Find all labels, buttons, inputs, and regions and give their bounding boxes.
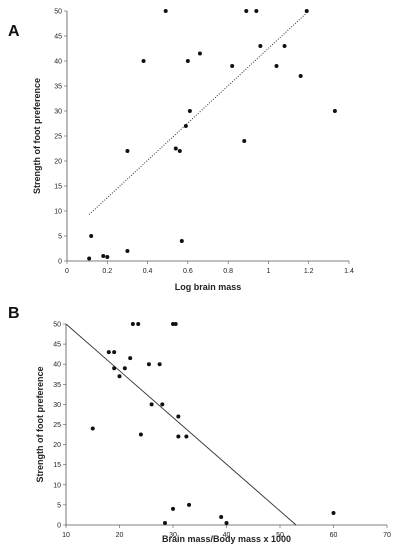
data-point bbox=[254, 9, 259, 13]
data-point bbox=[162, 520, 167, 525]
data-point bbox=[274, 64, 279, 68]
y-tick-label: 50 bbox=[54, 9, 62, 16]
x-tick-label: 60 bbox=[330, 532, 338, 539]
data-point bbox=[128, 356, 133, 361]
data-point bbox=[163, 9, 168, 13]
data-point bbox=[171, 506, 175, 511]
data-point bbox=[177, 149, 182, 153]
chart-panel-b: 0 5 10 15 20 25 30 35 40 45 50 10 20 30 40 50 60 70 Brain … bbox=[35, 322, 391, 545]
x-tick-label: 70 bbox=[383, 532, 391, 539]
y-tick-label: 30 bbox=[54, 109, 62, 116]
data-point bbox=[282, 44, 287, 48]
x-tick-label: 0 bbox=[65, 268, 69, 275]
data-point bbox=[90, 426, 95, 431]
data-point bbox=[112, 350, 117, 355]
data-point bbox=[125, 249, 130, 253]
data-point bbox=[105, 255, 110, 259]
y-tick-label: 20 bbox=[54, 159, 62, 166]
data-point bbox=[230, 64, 235, 68]
data-point bbox=[224, 520, 229, 525]
y-tick-label: 0 bbox=[58, 259, 62, 266]
y-tick-label: 45 bbox=[53, 342, 61, 349]
data-point bbox=[187, 502, 192, 507]
y-tick-label: 0 bbox=[57, 523, 61, 530]
panel-letter-a: A bbox=[8, 23, 20, 40]
y-tick-label: 25 bbox=[54, 134, 62, 141]
x-tick-label: 30 bbox=[169, 532, 177, 539]
data-point bbox=[160, 402, 165, 407]
trend-line bbox=[65, 323, 297, 526]
trend-line bbox=[88, 10, 310, 215]
x-tick-label: 10 bbox=[62, 532, 70, 539]
data-point bbox=[179, 239, 184, 243]
data-point bbox=[122, 366, 127, 371]
x-tick-label: 50 bbox=[276, 532, 284, 539]
data-point bbox=[101, 254, 106, 258]
data-point bbox=[87, 256, 92, 261]
y-tick-label: 20 bbox=[53, 442, 61, 449]
data-point bbox=[136, 322, 141, 326]
data-point bbox=[184, 434, 189, 439]
x-tick-label: 0.6 bbox=[183, 268, 193, 275]
data-point bbox=[304, 9, 309, 13]
y-tick-label: 15 bbox=[53, 462, 61, 469]
data-point bbox=[117, 374, 122, 379]
x-tick-label: 40 bbox=[223, 532, 231, 539]
data-point bbox=[176, 434, 181, 439]
data-point bbox=[106, 350, 111, 355]
data-point bbox=[187, 109, 192, 113]
x-tick-label: 20 bbox=[116, 532, 124, 539]
y-tick-label: 10 bbox=[54, 209, 62, 216]
data-point bbox=[219, 514, 224, 519]
y-tick-label: 10 bbox=[53, 482, 61, 489]
x-tick-label: 0.4 bbox=[143, 268, 153, 275]
data-point bbox=[173, 322, 178, 326]
data-point bbox=[141, 59, 146, 63]
y-tick-label: 40 bbox=[54, 59, 62, 66]
panel-letter-b: B bbox=[8, 305, 20, 322]
data-point bbox=[197, 51, 202, 56]
data-point bbox=[298, 74, 303, 78]
x-axis-label: Brain mass/Body mass x 1000 bbox=[162, 534, 291, 544]
y-tick-label: 25 bbox=[53, 422, 61, 429]
data-point bbox=[138, 432, 143, 437]
y-tick-label: 5 bbox=[57, 502, 61, 509]
data-point bbox=[185, 59, 190, 63]
data-point bbox=[130, 322, 135, 326]
data-point bbox=[157, 362, 162, 367]
y-tick-label: 5 bbox=[58, 234, 62, 241]
data-point bbox=[112, 366, 117, 371]
data-point bbox=[332, 109, 337, 113]
chart-panel-a: 0 5 10 15 20 25 30 35 40 45 50 0 0.2 0.4 0.6 0.8 1 1.2 1.4… bbox=[32, 9, 354, 293]
y-tick-label: 15 bbox=[54, 184, 62, 191]
y-axis-label: Strength of foot preference bbox=[32, 78, 42, 194]
data-point bbox=[125, 149, 130, 153]
y-tick-label: 45 bbox=[54, 34, 62, 41]
data-point bbox=[258, 44, 263, 48]
data-point bbox=[149, 402, 154, 407]
data-point bbox=[176, 414, 181, 419]
data-point bbox=[183, 124, 188, 128]
y-tick-label: 40 bbox=[53, 362, 61, 369]
data-point bbox=[242, 139, 247, 143]
x-tick-label: 1.2 bbox=[304, 268, 314, 275]
data-point bbox=[89, 234, 94, 238]
data-point bbox=[331, 510, 336, 515]
x-tick-label: 1 bbox=[266, 268, 270, 275]
x-tick-label: 0.2 bbox=[102, 268, 112, 275]
y-tick-label: 30 bbox=[53, 402, 61, 409]
x-axis-label: Log brain mass bbox=[175, 282, 242, 292]
y-tick-label: 50 bbox=[53, 322, 61, 329]
x-tick-label: 0.8 bbox=[223, 268, 233, 275]
data-point bbox=[244, 9, 249, 13]
y-axis-label: Strength of foot preference bbox=[35, 366, 45, 482]
data-point bbox=[146, 362, 151, 367]
y-tick-label: 35 bbox=[53, 382, 61, 389]
y-tick-label: 35 bbox=[54, 84, 62, 91]
x-tick-label: 1.4 bbox=[344, 268, 354, 275]
data-point bbox=[173, 146, 178, 151]
